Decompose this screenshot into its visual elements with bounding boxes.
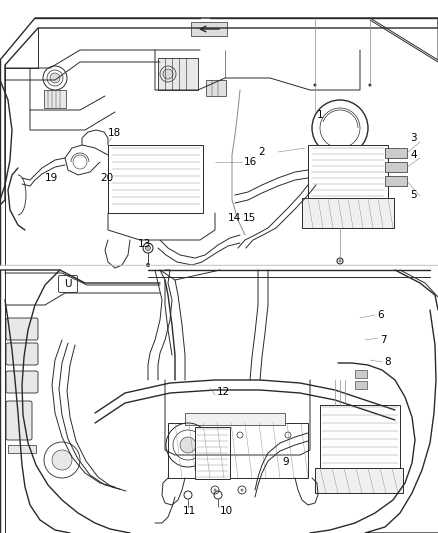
Text: 10: 10 — [220, 506, 233, 516]
Bar — [108, 145, 203, 213]
FancyBboxPatch shape — [6, 401, 32, 440]
Circle shape — [52, 450, 72, 470]
Text: 19: 19 — [45, 173, 58, 183]
Bar — [185, 413, 285, 425]
Bar — [385, 176, 407, 186]
Text: 5: 5 — [410, 190, 417, 200]
Circle shape — [368, 84, 371, 86]
Text: 6: 6 — [377, 310, 384, 320]
Bar — [8, 445, 36, 453]
Circle shape — [213, 489, 216, 491]
Bar — [302, 198, 394, 228]
Text: 9: 9 — [282, 457, 289, 467]
Text: 16: 16 — [244, 157, 257, 167]
Bar — [385, 148, 407, 158]
Circle shape — [146, 263, 150, 267]
Bar — [385, 162, 407, 172]
Text: 15: 15 — [243, 213, 256, 223]
Text: 3: 3 — [410, 133, 417, 143]
Bar — [158, 58, 198, 90]
Bar — [308, 145, 388, 200]
Text: 2: 2 — [258, 147, 265, 157]
Text: 4: 4 — [410, 150, 417, 160]
Text: U: U — [64, 279, 72, 289]
Circle shape — [240, 489, 244, 491]
Text: 7: 7 — [380, 335, 387, 345]
Text: 1: 1 — [317, 110, 324, 120]
Bar — [315, 468, 403, 493]
Text: 14: 14 — [228, 213, 241, 223]
Bar — [168, 423, 308, 478]
Text: 20: 20 — [100, 173, 113, 183]
Bar — [44, 90, 66, 108]
Circle shape — [339, 260, 342, 262]
Bar — [355, 370, 367, 378]
Circle shape — [163, 69, 173, 79]
Circle shape — [180, 437, 196, 453]
FancyBboxPatch shape — [59, 276, 78, 293]
Text: 18: 18 — [108, 128, 121, 138]
FancyBboxPatch shape — [6, 318, 38, 340]
Bar — [191, 22, 227, 36]
FancyBboxPatch shape — [6, 343, 38, 365]
Circle shape — [50, 73, 60, 83]
Text: 12: 12 — [217, 387, 230, 397]
Text: 11: 11 — [183, 506, 196, 516]
Text: 13: 13 — [138, 239, 151, 249]
Bar — [206, 80, 226, 96]
Bar — [320, 405, 400, 470]
Circle shape — [314, 84, 317, 86]
Circle shape — [145, 246, 151, 251]
Text: 8: 8 — [384, 357, 391, 367]
Bar — [355, 381, 367, 389]
FancyBboxPatch shape — [6, 371, 38, 393]
Bar — [195, 427, 230, 479]
